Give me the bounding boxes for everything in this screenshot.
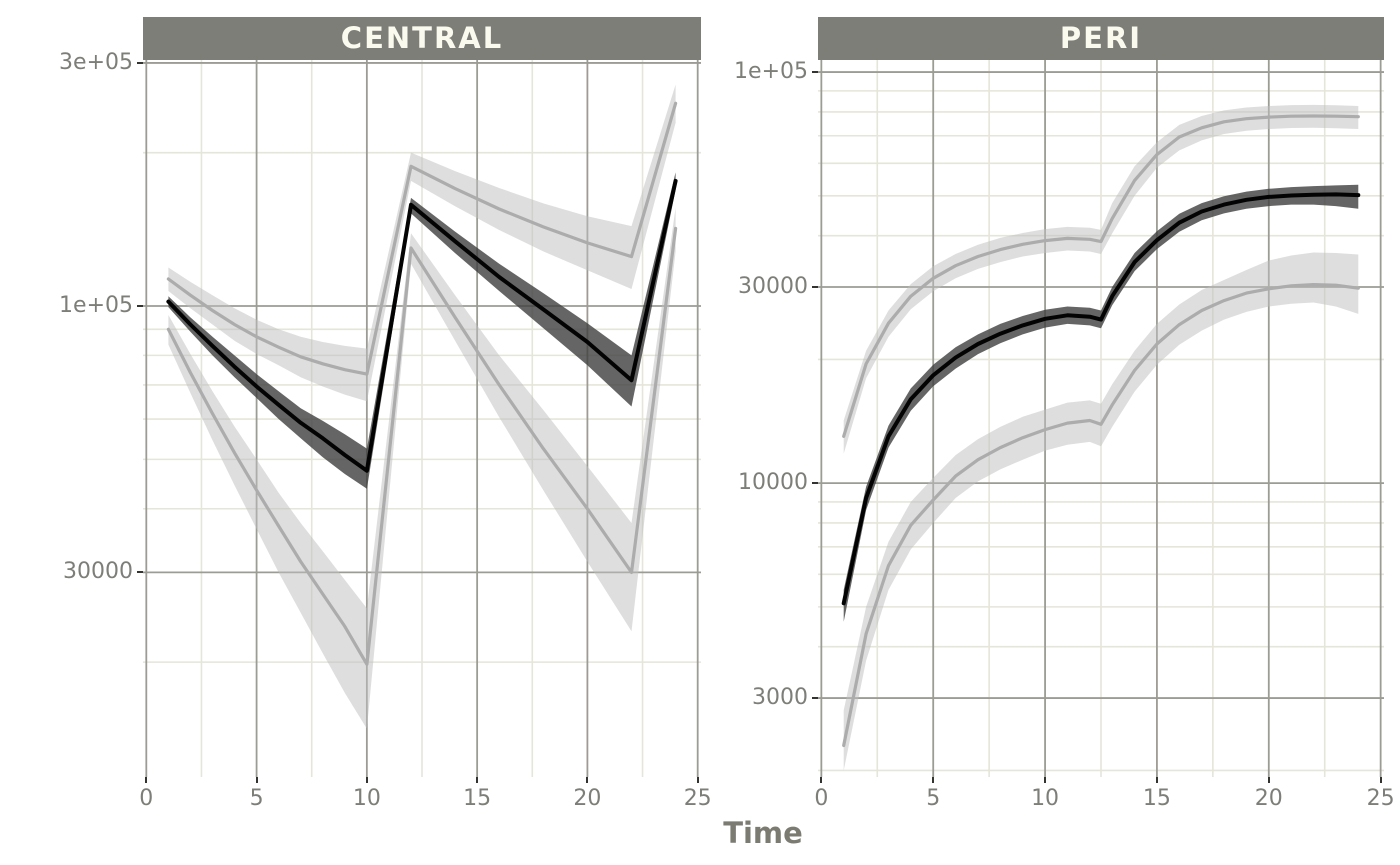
y-tick-label: 1e+05 xyxy=(734,59,808,85)
x-tick-label: 0 xyxy=(139,786,154,811)
x-tick-mark xyxy=(696,777,699,783)
facet-strip-peri: PERI xyxy=(818,17,1384,60)
y-tick-label: 3000 xyxy=(752,685,808,711)
x-tick-mark xyxy=(820,777,823,783)
x-tick-mark xyxy=(1267,777,1270,783)
x-tick-label: 25 xyxy=(1366,786,1395,811)
ribbon-p5 xyxy=(168,207,676,729)
x-tick-label: 15 xyxy=(463,786,492,811)
x-tick-label: 25 xyxy=(683,786,712,811)
ribbon-p95 xyxy=(168,84,676,402)
y-tick-label: 1e+05 xyxy=(59,293,133,318)
x-tick-mark xyxy=(476,777,479,783)
line-p5 xyxy=(166,226,678,666)
ribbon-p95 xyxy=(843,104,1359,454)
x-tick-label: 15 xyxy=(1142,786,1171,811)
line-p95 xyxy=(166,101,678,376)
y-tick-label: 10000 xyxy=(738,470,808,496)
line-median xyxy=(841,192,1361,606)
x-tick-mark xyxy=(932,777,935,783)
facet-title-peri: PERI xyxy=(1059,21,1143,55)
chart-panel-peri xyxy=(818,60,1384,777)
line-p5 xyxy=(842,283,1360,748)
x-tick-label: 5 xyxy=(926,786,941,811)
y-tick-label: 30000 xyxy=(738,274,808,299)
x-tick-mark xyxy=(255,777,258,783)
x-tick-label: 10 xyxy=(352,786,381,811)
line-median xyxy=(166,178,678,473)
y-tick-label: 3e+05 xyxy=(59,49,133,75)
x-tick-label: 20 xyxy=(573,786,602,811)
facet-title-central: CENTRAL xyxy=(340,21,504,55)
ribbon-median xyxy=(168,172,676,489)
x-tick-mark xyxy=(145,777,148,783)
x-tick-mark xyxy=(1155,777,1158,783)
x-tick-mark xyxy=(586,777,589,783)
x-tick-label: 5 xyxy=(249,786,264,811)
line-p95 xyxy=(842,114,1360,438)
x-tick-label: 10 xyxy=(1031,786,1060,811)
x-tick-mark xyxy=(365,777,368,783)
chart-panel-central xyxy=(143,60,701,777)
x-axis-title: Time xyxy=(723,816,803,850)
facet-strip-central: CENTRAL xyxy=(143,17,701,60)
x-tick-mark xyxy=(1379,777,1382,783)
y-tick-label: 30000 xyxy=(63,559,133,585)
x-tick-label: 20 xyxy=(1254,786,1283,811)
x-tick-label: 0 xyxy=(814,786,829,811)
x-tick-mark xyxy=(1044,777,1047,783)
